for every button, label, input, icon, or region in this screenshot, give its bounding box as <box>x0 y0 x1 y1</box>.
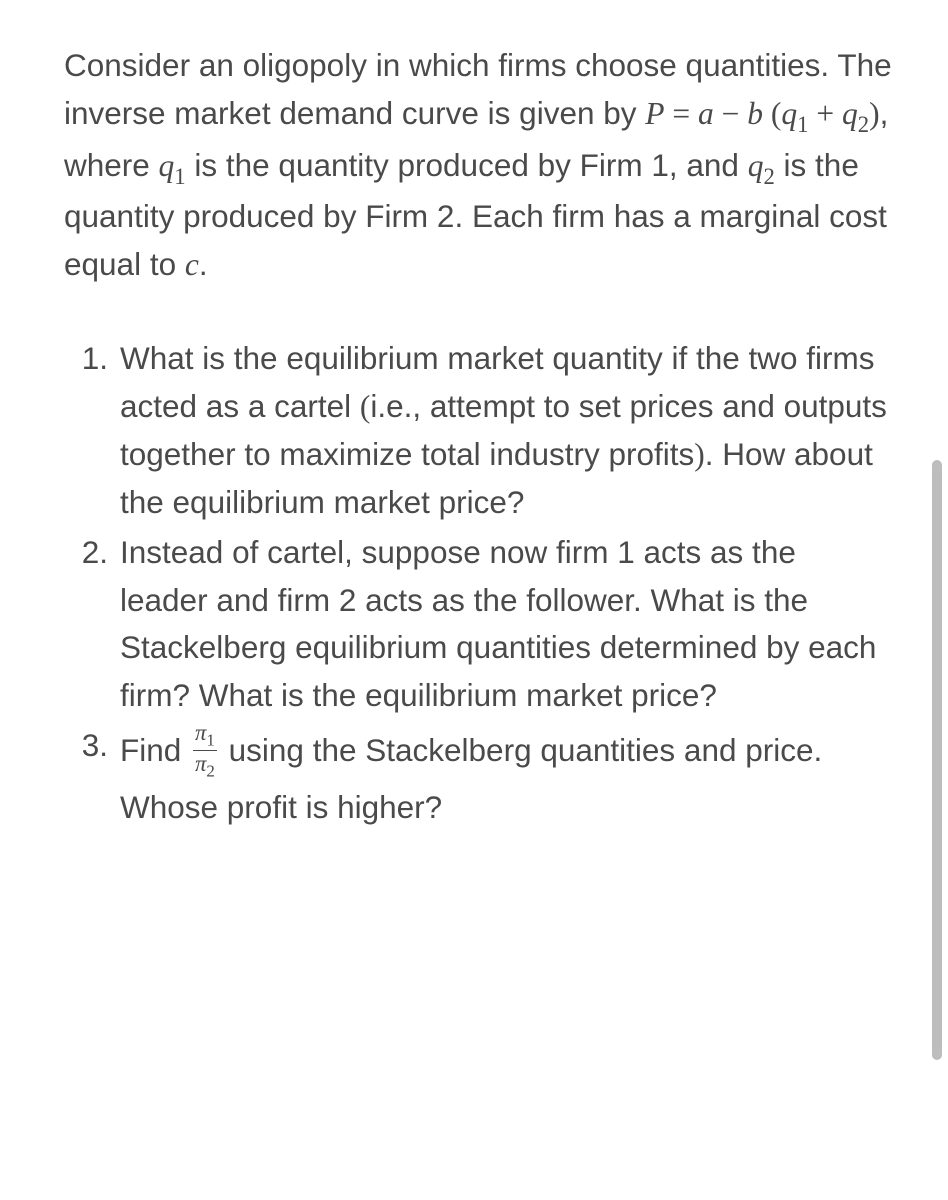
var-c: c <box>185 247 199 282</box>
fraction-pi1-over-pi2: π1π2 <box>193 720 217 781</box>
q3-post: using the Stackelberg quantities and pri… <box>120 732 822 824</box>
document-content: Consider an oligopoly in which firms cho… <box>0 0 948 874</box>
frac-num-sub: 1 <box>206 731 215 750</box>
frac-den-sub: 2 <box>206 762 215 781</box>
var-q2-inline-sub: 2 <box>763 164 774 189</box>
intro-text-3: is the quantity produced by Firm 1, and <box>186 147 748 183</box>
scrollbar-thumb[interactable] <box>932 460 942 1060</box>
question-1: What is the equilibrium market quantity … <box>64 335 892 527</box>
var-q2-inline: q <box>748 148 764 183</box>
question-3: Find π1π2 using the Stackelberg quantiti… <box>64 722 892 831</box>
var-q1-inline: q <box>159 148 175 183</box>
eq-plus: + <box>809 96 843 131</box>
q3-pre: Find <box>120 732 190 768</box>
var-q1-inline-sub: 1 <box>174 164 185 189</box>
eq-minus: − <box>714 96 748 131</box>
question-2: Instead of cartel, suppose now firm 1 ac… <box>64 529 892 721</box>
var-a: a <box>698 96 714 131</box>
q1-paren-close: ) <box>694 437 705 472</box>
var-b: b <box>747 96 763 131</box>
q1-paren-open: ( <box>360 389 371 424</box>
eq-close-paren: ) <box>869 96 880 131</box>
var-q1: q <box>781 96 797 131</box>
var-P: P <box>645 96 664 131</box>
question-list: What is the equilibrium market quantity … <box>64 335 892 831</box>
eq-equals: = <box>665 96 699 131</box>
q2-text: Instead of cartel, suppose now firm 1 ac… <box>120 534 876 714</box>
var-q2: q <box>842 96 858 131</box>
intro-paragraph: Consider an oligopoly in which firms cho… <box>64 42 892 289</box>
frac-num-sym: π <box>195 720 206 745</box>
frac-den-sym: π <box>195 751 206 776</box>
intro-period: . <box>199 246 208 282</box>
var-q1-sub: 1 <box>797 112 808 137</box>
var-q2-sub: 2 <box>858 112 869 137</box>
eq-open-paren: ( <box>763 96 781 131</box>
